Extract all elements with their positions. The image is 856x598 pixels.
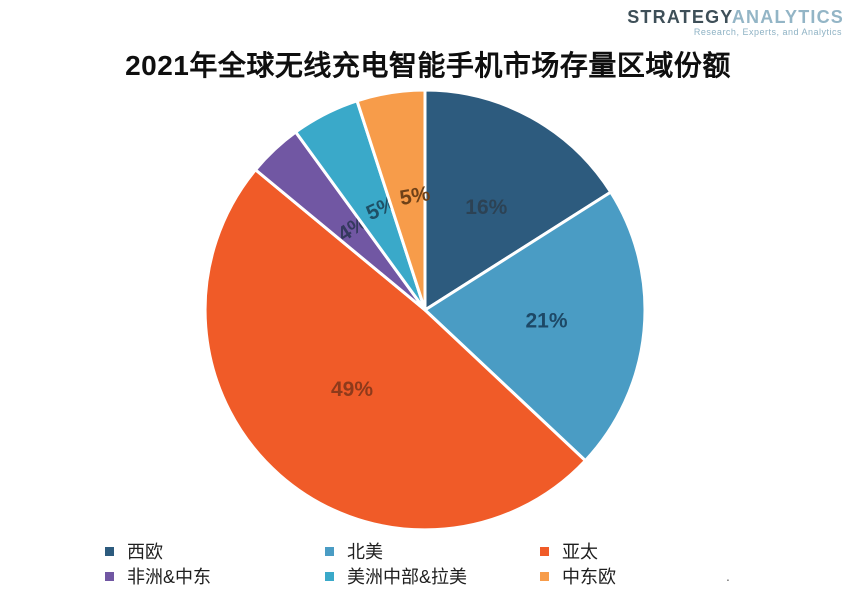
legend-swatch-central-eastern-europe <box>540 571 549 581</box>
pie-label-1: 21% <box>525 309 567 332</box>
logo-strategy-text: STRATEGY <box>627 7 732 27</box>
legend-item-central-eastern-europe: 中东欧 <box>540 566 616 587</box>
legend-item-western-europe: 西欧 <box>105 541 163 562</box>
pie-slice-2 <box>203 168 587 532</box>
logo-tagline: Research, Experts, and Analytics <box>693 26 842 37</box>
legend-label-central-america-latam: 美洲中部&拉美 <box>347 567 468 587</box>
legend-item-asia-pacific: 亚太 <box>540 541 598 562</box>
legend-item-north-america: 北美 <box>325 541 383 562</box>
legend-label-africa-middle-east: 非洲&中东 <box>127 567 212 587</box>
legend-swatch-central-america-latam <box>325 571 334 581</box>
pie-slice-0 <box>423 88 613 312</box>
legend-swatch-western-europe <box>105 546 114 556</box>
legend-label-central-eastern-europe: 中东欧 <box>562 567 616 587</box>
legend-label-western-europe: 西欧 <box>127 542 163 562</box>
pie-label-2: 49% <box>331 378 373 401</box>
legend-swatch-asia-pacific <box>540 546 549 556</box>
pie-slice-5 <box>355 88 427 312</box>
legend-label-north-america: 北美 <box>347 542 383 562</box>
chart-title: 2021年全球无线充电智能手机市场存量区域份额 <box>125 50 731 81</box>
legend-swatch-north-america <box>325 546 334 556</box>
pie-slice-1 <box>423 190 647 463</box>
logo-analytics-text: ANALYTICS <box>731 7 844 27</box>
legend-item-central-america-latam: 美洲中部&拉美 <box>325 566 468 587</box>
legend-swatch-africa-middle-east <box>105 571 114 581</box>
stray-period: . <box>726 568 730 584</box>
legend-item-africa-middle-east: 非洲&中东 <box>105 566 212 587</box>
logo-wordmark: STRATEGYANALYTICS <box>627 8 844 27</box>
strategy-analytics-logo: STRATEGYANALYTICS Research, Experts, and… <box>627 8 844 37</box>
pie-label-0: 16% <box>465 196 507 219</box>
pie-label-5: 5% <box>398 182 432 210</box>
legend-label-asia-pacific: 亚太 <box>562 542 598 562</box>
